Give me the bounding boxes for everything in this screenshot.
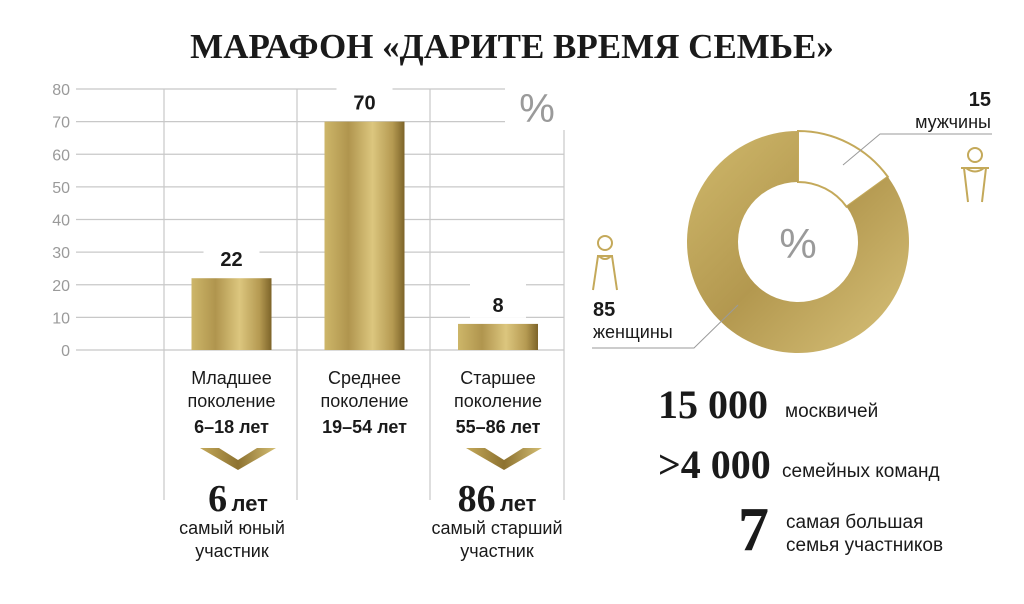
- women-leader-line: [592, 304, 739, 349]
- bar-value-label: 22: [220, 249, 242, 271]
- category-label: поколение: [454, 391, 542, 411]
- oldest-number: 86: [458, 478, 496, 520]
- men-label: мужчины: [915, 112, 991, 132]
- y-tick-label: 40: [52, 213, 70, 230]
- category-range-label: 6–18 лет: [194, 417, 269, 437]
- y-tick-label: 10: [52, 310, 70, 327]
- donut-slice: [797, 129, 890, 209]
- y-tick-label: 50: [52, 180, 70, 197]
- category-label: поколение: [321, 391, 409, 411]
- page-title: МАРАФОН «ДАРИТЕ ВРЕМЯ СЕМЬЕ»: [190, 27, 834, 66]
- stat-muscovites-text: москвичей: [785, 401, 878, 422]
- youngest-unit: лет: [232, 491, 269, 516]
- youngest-caption-1: самый юный: [179, 518, 285, 538]
- chevron-down-icon: [466, 448, 542, 470]
- donut-slice: [687, 131, 910, 354]
- bar-chart-unit-label: %: [519, 87, 555, 131]
- y-tick-label: 80: [52, 82, 70, 99]
- stat-family-number: 7: [738, 496, 769, 564]
- stat-teams-number: >4 000: [658, 442, 771, 487]
- category-range-label: 55–86 лет: [456, 417, 541, 437]
- unit-backdrop: [506, 80, 566, 130]
- bar-label-backdrop: [203, 238, 260, 273]
- bar-value-label: 8: [492, 295, 503, 317]
- y-tick-label: 70: [52, 115, 70, 132]
- y-tick-label: 60: [52, 147, 70, 164]
- oldest-age: 86 лет: [458, 478, 537, 520]
- men-leader-line: [842, 133, 992, 166]
- stat-family-line-1: самая большая: [786, 512, 923, 533]
- youngest-number: 6: [208, 478, 227, 520]
- men-value: 15: [969, 89, 991, 111]
- stat-teams-text: семейных команд: [782, 461, 940, 482]
- bar: [458, 323, 538, 350]
- oldest-caption-1: самый старший: [432, 518, 563, 538]
- oldest-caption-2: участник: [460, 541, 534, 561]
- y-tick-label: 0: [61, 343, 70, 360]
- category-label: Среднее: [328, 368, 401, 388]
- woman-icon: [592, 235, 618, 291]
- bar: [324, 121, 405, 350]
- oldest-unit: лет: [500, 491, 537, 516]
- y-tick-label: 30: [52, 245, 70, 262]
- bar: [191, 278, 272, 350]
- category-label: Младшее: [191, 368, 271, 388]
- stat-family-line-2: семья участников: [786, 535, 943, 556]
- women-label: женщины: [593, 322, 673, 342]
- donut-chart: [687, 129, 910, 354]
- youngest-age: 6 лет: [208, 478, 268, 520]
- bar-label-backdrop: [336, 81, 393, 116]
- category-label: Старшее: [460, 368, 536, 388]
- category-range-label: 19–54 лет: [322, 417, 407, 437]
- youngest-caption-2: участник: [195, 541, 269, 561]
- man-icon: [961, 147, 989, 203]
- bar-label-backdrop: [470, 283, 526, 318]
- women-value: 85: [593, 299, 615, 321]
- bar-chart: 0 10 20 30 40 50 60 70 80 22 Младшее поколение 6–18 …: [52, 80, 566, 500]
- stat-muscovites-number: 15 000: [658, 382, 768, 427]
- chevron-down-icon: [200, 448, 276, 470]
- bar-value-label: 70: [353, 93, 375, 115]
- category-label: поколение: [188, 391, 276, 411]
- y-tick-label: 20: [52, 278, 70, 295]
- donut-center-label: %: [779, 220, 816, 267]
